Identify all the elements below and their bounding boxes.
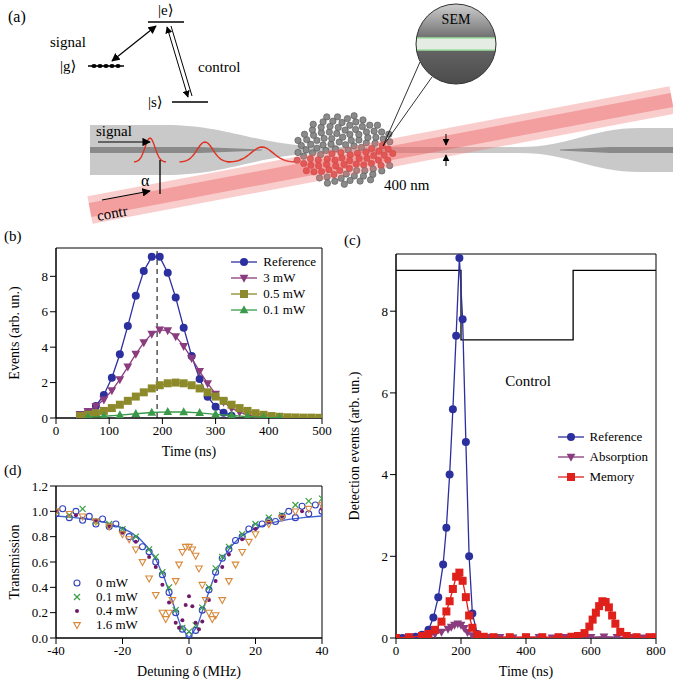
svg-text:500: 500 — [312, 423, 332, 438]
svg-text:8: 8 — [42, 269, 49, 284]
svg-text:α: α — [141, 172, 150, 189]
svg-text:Events (arb. un.): Events (arb. un.) — [7, 286, 23, 380]
svg-text:signal: signal — [96, 123, 132, 139]
svg-text:Time (ns): Time (ns) — [162, 444, 217, 460]
svg-text:8: 8 — [382, 304, 389, 319]
svg-text:2: 2 — [382, 549, 389, 564]
svg-text:6: 6 — [382, 386, 389, 401]
html-text:0.1 mW: 0.1 mW — [263, 302, 306, 317]
svg-text:4: 4 — [382, 467, 389, 482]
svg-text:signal: signal — [50, 34, 86, 50]
svg-text:2: 2 — [42, 375, 49, 390]
svg-text:4: 4 — [42, 340, 49, 355]
html-text:(b): (b) — [4, 228, 22, 244]
svg-text:0.6: 0.6 — [32, 555, 49, 570]
svg-text:0: 0 — [53, 423, 60, 438]
svg-text:300: 300 — [206, 423, 226, 438]
svg-text:400 nm: 400 nm — [384, 177, 430, 193]
html-text:0.1 mW: 0.1 mW — [96, 589, 138, 604]
svg-text:|g⟩: |g⟩ — [60, 58, 76, 74]
svg-text:(a): (a) — [8, 8, 26, 26]
html-text:0 mW: 0 mW — [96, 575, 129, 590]
svg-text:40: 40 — [316, 643, 329, 658]
html-text:Memory: Memory — [589, 468, 635, 484]
svg-text:Detuning δ (MHz): Detuning δ (MHz) — [137, 664, 241, 680]
svg-text:1.0: 1.0 — [32, 504, 48, 519]
svg-text:-20: -20 — [114, 643, 131, 658]
svg-text:0.2: 0.2 — [32, 605, 48, 620]
html-text:Absorption: Absorption — [589, 448, 648, 464]
svg-text:0: 0 — [382, 631, 389, 646]
svg-text:200: 200 — [451, 643, 471, 658]
svg-text:0.0: 0.0 — [32, 631, 48, 646]
svg-text:600: 600 — [581, 643, 601, 658]
svg-text:100: 100 — [99, 423, 119, 438]
html-text:1.6 mW: 1.6 mW — [96, 617, 138, 632]
html-text:3 mW: 3 mW — [263, 270, 296, 285]
svg-text:Time (ns): Time (ns) — [499, 664, 554, 680]
svg-text:400: 400 — [516, 643, 536, 658]
svg-text:contr: contr — [96, 203, 129, 224]
svg-text:0.8: 0.8 — [32, 529, 48, 544]
svg-text:0: 0 — [42, 411, 49, 426]
html-text:Reference: Reference — [589, 428, 643, 444]
svg-text:Detection events (arb. un.): Detection events (arb. un.) — [347, 371, 363, 520]
svg-text:SEM: SEM — [442, 12, 471, 27]
html-text:0.5 mW: 0.5 mW — [263, 286, 306, 301]
svg-text:control: control — [198, 59, 241, 75]
svg-text:400: 400 — [259, 423, 279, 438]
svg-text:Transmission: Transmission — [7, 525, 22, 600]
svg-text:-40: -40 — [47, 643, 64, 658]
svg-text:0: 0 — [186, 643, 193, 658]
svg-text:|e⟩: |e⟩ — [158, 2, 174, 18]
html-text:(d): (d) — [4, 462, 22, 478]
svg-text:0.4: 0.4 — [32, 580, 49, 595]
svg-text:0: 0 — [393, 643, 400, 658]
svg-text:800: 800 — [646, 643, 666, 658]
svg-text:20: 20 — [249, 643, 262, 658]
html-text:(c): (c) — [344, 232, 361, 248]
html-text:Reference: Reference — [263, 254, 316, 269]
svg-text:200: 200 — [153, 423, 173, 438]
html-text:Control: Control — [505, 373, 551, 389]
svg-text:1.2: 1.2 — [32, 479, 48, 494]
svg-text:6: 6 — [42, 304, 49, 319]
svg-text:|s⟩: |s⟩ — [148, 94, 163, 110]
html-text:0.4 mW: 0.4 mW — [96, 603, 138, 618]
